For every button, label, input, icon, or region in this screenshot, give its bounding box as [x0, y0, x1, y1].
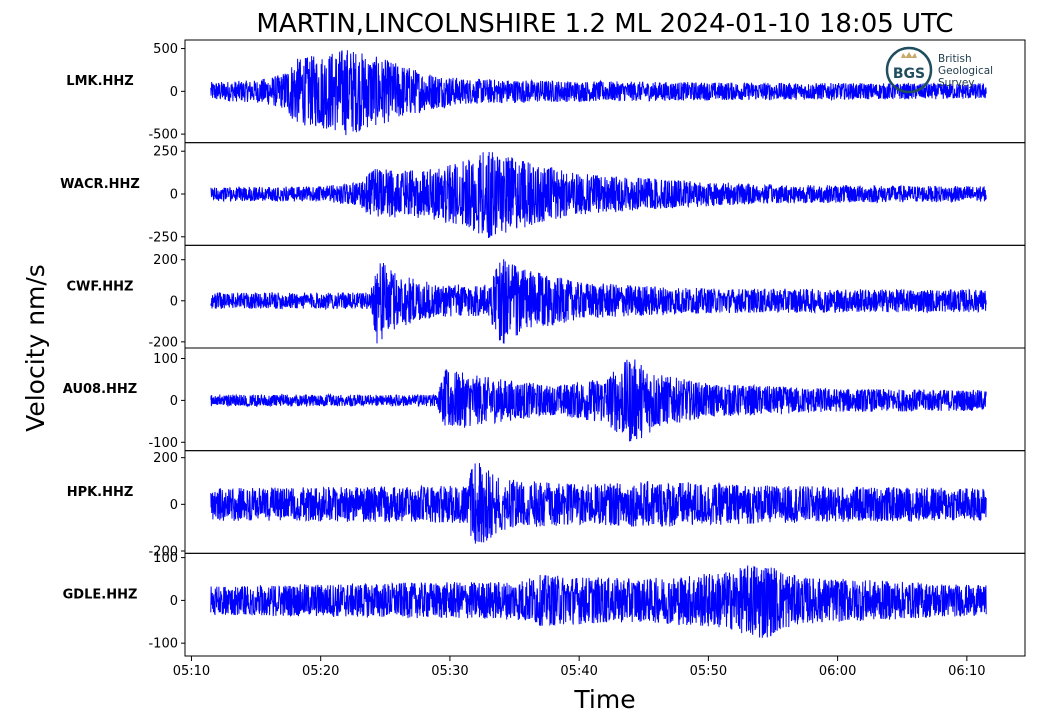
station-label: AU08.HHZ [63, 382, 137, 397]
waveform-line [210, 151, 987, 239]
logo-ring [885, 46, 933, 94]
station-label: WACR.HHZ [60, 177, 140, 192]
panel-group: 500 0 -500 LMK.HHZ 250 0 -250 WACR.HHZ 200 0 -200 C… [60, 39, 1026, 657]
logo-line-2: Geological [938, 65, 993, 77]
x-tick-label: 05:20 [302, 664, 339, 679]
logo-initials: BGS [893, 66, 925, 82]
panel-frame [184, 552, 1026, 657]
y-tick-label: -200 [148, 545, 178, 560]
y-tick-label: 100 [153, 551, 178, 566]
chart-title: MARTIN,LINCOLNSHIRE 1.2 ML 2024-01-10 18… [256, 9, 953, 39]
panel-wacr-hhz: 250 0 -250 WACR.HHZ [60, 142, 1026, 246]
y-tick-label: 200 [153, 451, 178, 466]
y-tick-label: 100 [153, 352, 178, 367]
y-tick-label: 0 [170, 394, 178, 409]
station-label: GDLE.HHZ [63, 588, 138, 603]
x-tick-label: 05:30 [431, 664, 468, 679]
station-label: HPK.HHZ [67, 485, 134, 500]
panel-lmk-hhz: 500 0 -500 LMK.HHZ [66, 39, 1026, 144]
x-axis: 05:10 05:20 05:30 05:40 05:50 06:00 06:10 [173, 656, 986, 679]
y-tick-label: 250 [153, 145, 178, 160]
y-tick-label: -250 [148, 230, 178, 245]
station-label: LMK.HHZ [66, 74, 133, 89]
y-tick-label: -500 [148, 128, 178, 143]
x-tick-label: 05:50 [690, 664, 727, 679]
waveform-line [210, 359, 987, 442]
panel-hpk-hhz: 200 0 -200 HPK.HHZ [67, 450, 1026, 560]
waveform-line [210, 565, 987, 638]
y-tick-label: 0 [170, 498, 178, 513]
x-tick-label: 05:10 [173, 664, 210, 679]
panel-cwf-hhz: 200 0 -200 CWF.HHZ [67, 244, 1026, 350]
y-tick-label: -100 [148, 436, 178, 451]
y-tick-label: -100 [148, 637, 178, 652]
x-tick-label: 06:00 [819, 664, 856, 679]
bgs-logo: BGS British Geological Survey [885, 46, 993, 94]
y-axis-label: Velocity nm/s [21, 264, 50, 432]
y-tick-label: 0 [170, 85, 178, 100]
logo-line-3: Survey [938, 77, 975, 89]
panel-gdle-hhz: 100 0 -100 GDLE.HHZ [63, 551, 1026, 657]
waveform-line [210, 463, 987, 544]
waveform-line [210, 50, 987, 136]
panel-au08-hhz: 100 0 -100 AU08.HHZ [63, 347, 1026, 452]
y-tick-label: -200 [148, 335, 178, 350]
logo-line-1: British [938, 53, 972, 65]
y-tick-label: 0 [170, 594, 178, 609]
x-tick-label: 05:40 [560, 664, 597, 679]
y-tick-label: 0 [170, 294, 178, 309]
x-tick-label: 06:10 [948, 664, 985, 679]
y-tick-label: 0 [170, 188, 178, 203]
x-axis-label: Time [573, 685, 635, 714]
y-tick-label: 200 [153, 253, 178, 268]
y-tick-label: 500 [153, 42, 178, 57]
crown-icon [901, 52, 917, 58]
station-label: CWF.HHZ [67, 280, 134, 295]
waveform-line [210, 259, 987, 344]
